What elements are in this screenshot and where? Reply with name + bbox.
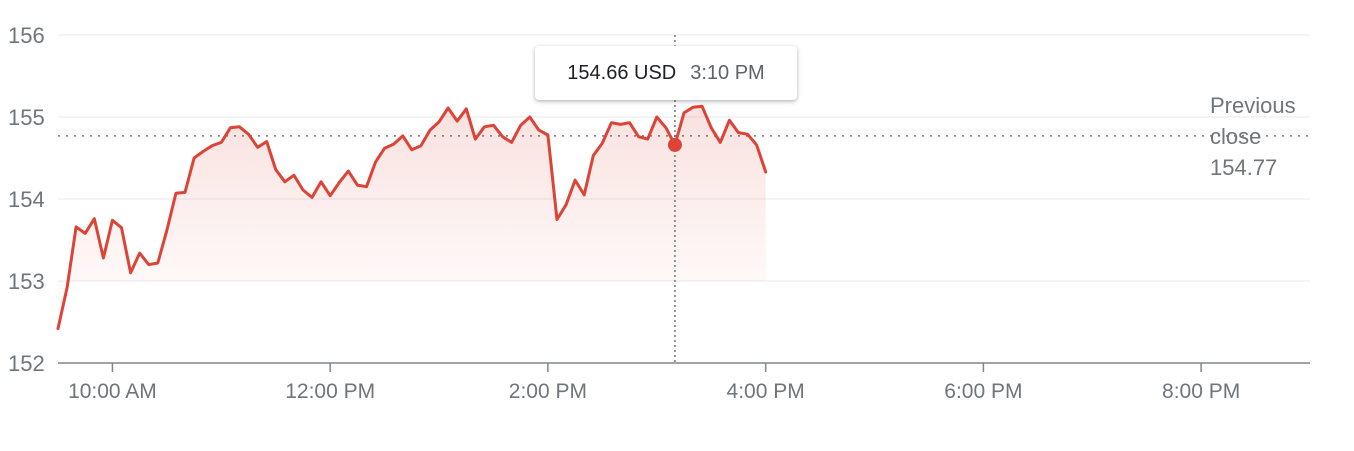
y-axis-labels: 152 153 154 155 156	[8, 23, 45, 376]
x-tick-label: 12:00 PM	[285, 380, 375, 403]
x-axis-ticks: 10:00 AM 12:00 PM 2:00 PM 4:00 PM 6:00 PM 8:0…	[68, 363, 1240, 403]
price-line[interactable]	[56, 104, 768, 331]
y-tick-label-154: 154	[8, 187, 45, 212]
tooltip-time: 3:10 PM	[690, 61, 765, 84]
x-tick-label: 4:00 PM	[727, 380, 805, 403]
y-tick-label-155: 155	[8, 105, 45, 130]
y-tick-label-156: 156	[8, 23, 45, 48]
price-area-fill	[58, 106, 766, 329]
hover-tooltip: 154.66 USD 3:10 PM	[535, 46, 797, 100]
x-tick-label: 2:00 PM	[509, 380, 587, 403]
x-tick-label: 6:00 PM	[944, 380, 1022, 403]
tooltip-price: 154.66 USD	[567, 61, 677, 84]
hover-point-marker[interactable]	[667, 137, 682, 152]
x-tick-label: 10:00 AM	[68, 380, 157, 403]
y-tick-label-153: 153	[8, 269, 45, 294]
y-tick-label-152: 152	[8, 351, 45, 376]
x-tick-label: 8:00 PM	[1162, 380, 1240, 403]
previous-close-label: Previous close 154.77	[1210, 93, 1296, 180]
